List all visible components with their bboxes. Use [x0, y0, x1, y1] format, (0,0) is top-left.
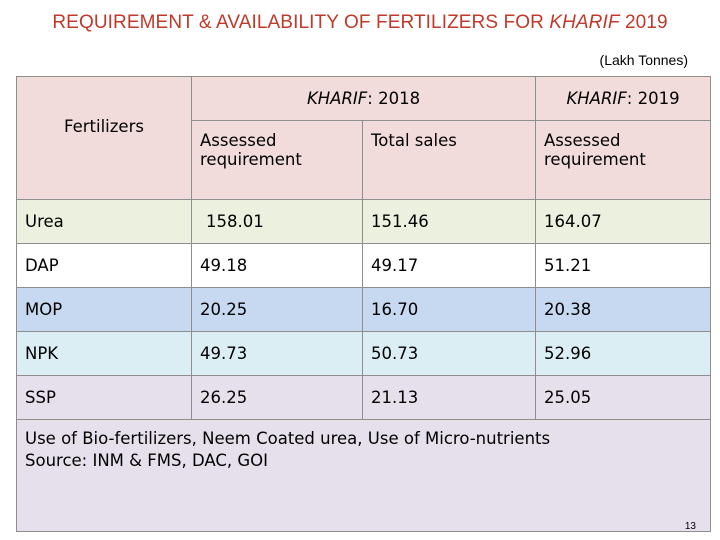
row-name: SSP [16, 375, 192, 420]
cell-sales-2018: 16.70 [361, 287, 537, 332]
row-name: DAP [16, 243, 192, 288]
fertilizers-header-label: Fertilizers [64, 117, 144, 136]
cell-sales-2018: 49.17 [361, 243, 537, 288]
cell-assessed-2019: 52.96 [535, 331, 712, 376]
header-sub-row: Assessed requirement Total sales Assesse… [16, 120, 712, 200]
col-assessed-2018: Assessed requirement [191, 120, 363, 200]
cell-assessed-2019: 164.07 [535, 199, 712, 244]
col-total-sales-2018: Total sales [361, 120, 537, 200]
cell-assessed-2018: 158.01 [191, 199, 363, 244]
title-suffix: 2019 [619, 12, 668, 33]
kharif-2019-rest: : 2019 [626, 89, 680, 108]
cell-sales-2018: 50.73 [361, 331, 537, 376]
kharif-2018-italic: KHARIF [306, 89, 368, 108]
unit-label: (Lakh Tonnes) [599, 52, 688, 68]
title-italic: KHARIF [549, 12, 620, 33]
kharif-2019-header: KHARIF: 2019 [535, 76, 712, 121]
cell-assessed-2018: 20.25 [191, 287, 363, 332]
note-line-2: Source: INM & FMS, DAC, GOI [25, 451, 269, 470]
cell-assessed-2019: 20.38 [535, 287, 712, 332]
table-row-mop: MOP 20.25 16.70 20.38 [16, 287, 712, 332]
cell-assessed-2018: 49.73 [191, 331, 363, 376]
cell-assessed-2019: 51.21 [535, 243, 712, 288]
fertilizer-table: Fertilizers KHARIF: 2018 KHARIF: 2019 As… [15, 76, 712, 532]
slide-title: REQUIREMENT & AVAILABILITY OF FERTILIZER… [0, 12, 720, 34]
fertilizers-header: Fertilizers [16, 76, 192, 200]
kharif-2019-italic: KHARIF [566, 89, 627, 108]
note-line-1: Use of Bio-fertilizers, Neem Coated urea… [25, 429, 551, 448]
cell-assessed-2018: 49.18 [191, 243, 363, 288]
note-cell: Use of Bio-fertilizers, Neem Coated urea… [15, 419, 712, 532]
cell-sales-2018: 151.46 [361, 199, 537, 244]
header-group-row: Fertilizers KHARIF: 2018 KHARIF: 2019 [16, 76, 712, 200]
page-number: 13 [684, 521, 696, 532]
cell-assessed-2018: 26.25 [191, 375, 363, 420]
row-name: MOP [16, 287, 192, 332]
title-prefix: REQUIREMENT & AVAILABILITY OF FERTILIZER… [52, 12, 550, 33]
note-row: Use of Bio-fertilizers, Neem Coated urea… [15, 419, 712, 532]
table-row-ssp: SSP 26.25 21.13 25.05 [16, 375, 712, 420]
kharif-2018-rest: : 2018 [367, 89, 421, 108]
row-name: Urea [16, 199, 192, 244]
row-name: NPK [16, 331, 192, 376]
cell-sales-2018: 21.13 [361, 375, 537, 420]
table-row-dap: DAP 49.18 49.17 51.21 [16, 243, 712, 288]
kharif-2018-header: KHARIF: 2018 [190, 76, 537, 121]
table-row-npk: NPK 49.73 50.73 52.96 [16, 331, 712, 376]
table-row-urea: Urea 158.01 151.46 164.07 [16, 199, 712, 244]
col-assessed-2019: Assessed requirement [535, 120, 712, 200]
cell-assessed-2019: 25.05 [535, 375, 712, 420]
